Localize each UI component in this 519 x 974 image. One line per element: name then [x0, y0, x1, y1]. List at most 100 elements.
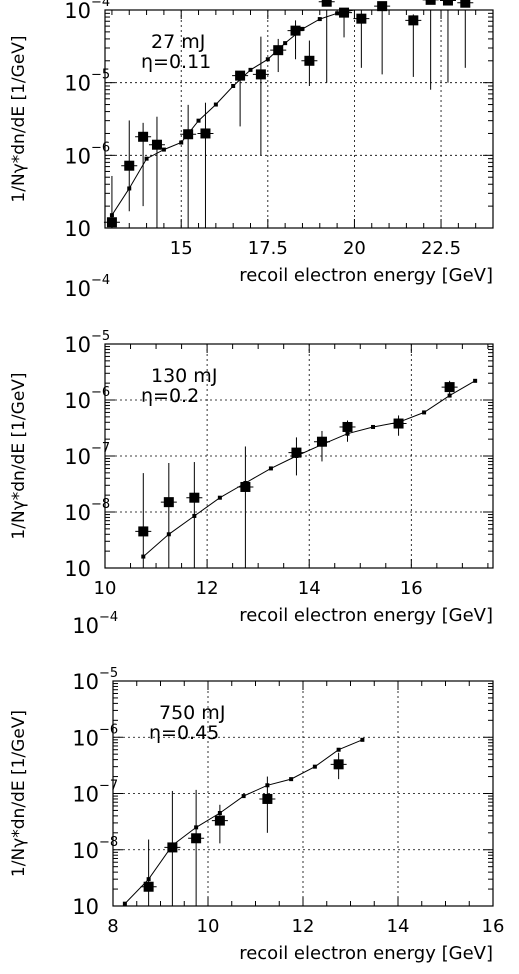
- annotation-text: η=0.2: [141, 385, 199, 407]
- measurement-point: [189, 492, 200, 503]
- measurement-point: [200, 128, 211, 139]
- simulation-point: [265, 57, 270, 62]
- y-tick-label: 10: [72, 783, 99, 807]
- y-tick-label: 10: [64, 277, 91, 301]
- simulation-point: [473, 378, 478, 383]
- measurement-point: [291, 447, 302, 458]
- y-axis-label: 1/Nγ*dn/dE [1/GeV]: [9, 372, 29, 539]
- measurement-point: [124, 160, 135, 171]
- x-tick-label: 16: [400, 578, 423, 599]
- x-axis-label: recoil electron energy [GeV]: [239, 605, 493, 626]
- measurement-point: [339, 7, 350, 18]
- simulation-point: [144, 156, 149, 161]
- measurement-point: [255, 69, 266, 80]
- simulation-point: [122, 901, 127, 906]
- y-tick-exponent: −8: [99, 835, 118, 850]
- simulation-point: [241, 794, 246, 799]
- annotation-text: η=0.45: [149, 722, 219, 744]
- measurement-point: [191, 833, 202, 844]
- measurement-point: [444, 382, 455, 393]
- simulation-point: [196, 118, 201, 123]
- y-tick-exponent: −4: [91, 0, 110, 10]
- simulation-curve: [124, 739, 363, 905]
- x-axis-label: recoil electron energy [GeV]: [239, 943, 493, 964]
- y-tick-label: 10: [72, 614, 99, 638]
- measurement-point: [425, 0, 436, 5]
- annotation-text: 750 mJ: [159, 702, 225, 724]
- y-tick-label: 10: [72, 670, 99, 694]
- simulation-point: [360, 737, 365, 742]
- measurement-point: [214, 815, 225, 826]
- measurement-point: [377, 1, 388, 12]
- simulation-point: [231, 83, 236, 88]
- measurement-point: [316, 436, 327, 447]
- measurement-point: [163, 497, 174, 508]
- measurement-point: [138, 131, 149, 142]
- measurement-point: [183, 129, 194, 140]
- measurement-point: [333, 759, 344, 770]
- simulation-point: [289, 777, 294, 782]
- simulation-point: [283, 41, 288, 46]
- measurement-point: [290, 25, 301, 36]
- simulation-curve: [111, 9, 469, 216]
- measurement-point: [143, 881, 154, 892]
- measurement-point: [442, 0, 453, 6]
- plot-frame: [104, 9, 494, 229]
- y-tick-exponent: −5: [91, 329, 110, 344]
- simulation-point: [268, 466, 273, 471]
- measurement-point: [393, 418, 404, 429]
- measurement-point: [273, 45, 284, 56]
- measurement-point: [262, 793, 273, 804]
- y-tick-exponent: −8: [91, 497, 110, 512]
- measurement-point: [342, 421, 353, 432]
- simulation-point: [248, 67, 253, 72]
- y-tick-exponent: −4: [99, 610, 118, 625]
- y-tick-label: 10: [64, 217, 91, 241]
- x-tick-label: 12: [292, 916, 315, 937]
- simulation-point: [217, 495, 222, 500]
- measurement-point: [167, 842, 178, 853]
- simulation-point: [336, 747, 341, 752]
- measurement-point: [408, 15, 419, 26]
- x-tick-label: 10: [197, 916, 220, 937]
- y-tick-label: 10: [64, 333, 91, 357]
- simulation-point: [371, 424, 376, 429]
- y-tick-exponent: −7: [91, 441, 110, 456]
- x-tick-label: 20: [343, 238, 366, 259]
- measurement-point: [235, 70, 246, 81]
- annotation-text: 27 mJ: [151, 31, 205, 53]
- x-tick-label: 14: [298, 578, 321, 599]
- x-tick-label: 10: [94, 578, 117, 599]
- x-tick-label: 17.5: [248, 238, 288, 259]
- y-tick-exponent: −5: [91, 68, 110, 83]
- y-axis-label: 1/Nγ*dn/dE [1/GeV]: [9, 710, 29, 877]
- y-tick-exponent: −6: [91, 385, 110, 400]
- simulation-point: [422, 410, 427, 415]
- y-tick-label: 10: [64, 445, 91, 469]
- y-tick-exponent: −7: [99, 779, 118, 794]
- simulation-point: [300, 26, 305, 31]
- measurement-point: [240, 481, 251, 492]
- y-tick-label: 10: [64, 389, 91, 413]
- y-tick-label: 10: [64, 501, 91, 525]
- simulation-point: [213, 102, 218, 107]
- y-tick-exponent: −6: [91, 140, 110, 155]
- simulation-point: [317, 17, 322, 22]
- y-tick-exponent: −6: [99, 722, 118, 737]
- y-tick-exponent: −5: [99, 666, 118, 681]
- x-tick-label: 22.5: [421, 238, 461, 259]
- x-tick-label: 14: [387, 916, 410, 937]
- y-tick-label: 10: [64, 557, 91, 581]
- annotation-text: η=0.11: [141, 51, 211, 73]
- x-tick-label: 8: [107, 916, 118, 937]
- y-tick-exponent: −4: [91, 273, 110, 288]
- measurement-point: [460, 0, 471, 8]
- y-tick-label: 10: [64, 72, 91, 96]
- x-tick-label: 16: [482, 916, 505, 937]
- simulation-curve: [142, 380, 476, 557]
- measurement-point: [304, 55, 315, 66]
